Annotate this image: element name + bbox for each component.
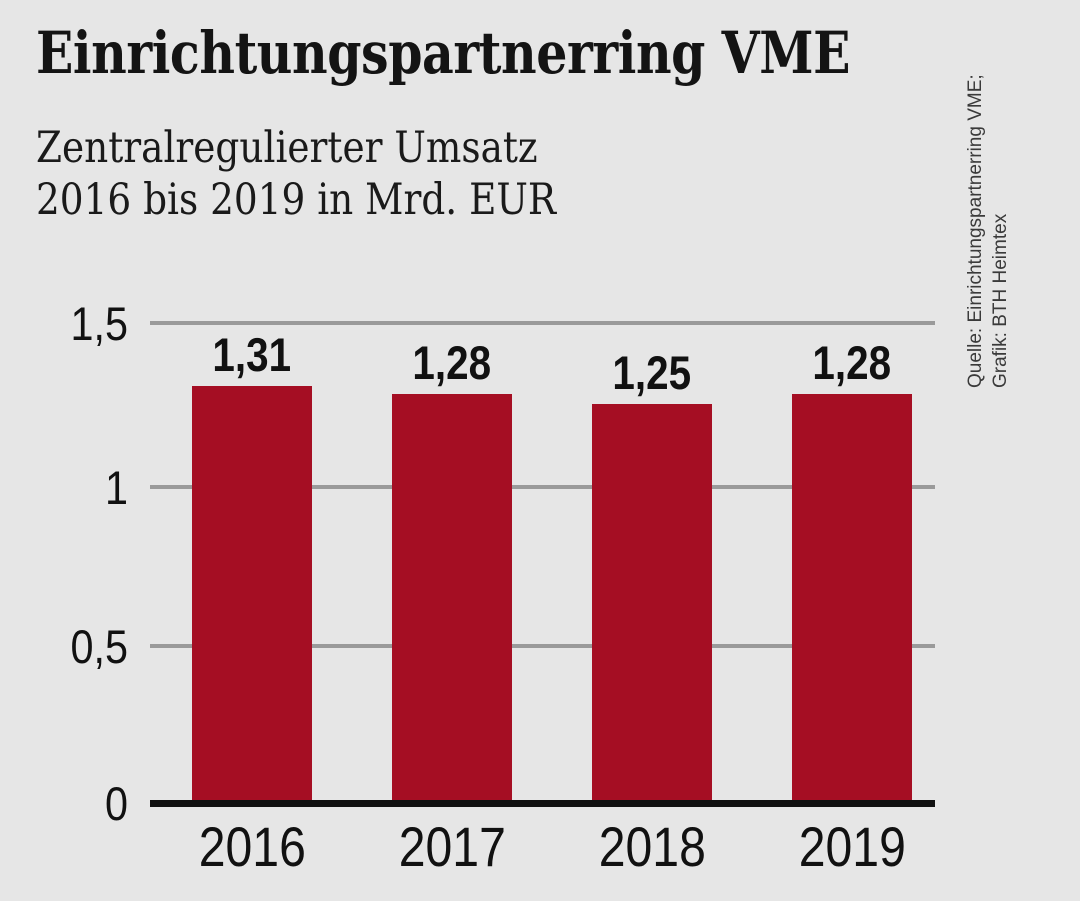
bar-value-label-2019: 1,28: [812, 336, 892, 389]
gridline-0-5: [150, 644, 935, 648]
x-axis-tick-2017: 2017: [398, 815, 506, 878]
page-title: Einrichtungspartnerring VME: [36, 19, 851, 87]
bar-2017[interactable]: [392, 394, 512, 803]
y-axis-tick-0: 0: [104, 777, 128, 830]
bar-2016[interactable]: [192, 386, 312, 803]
page-subtitle-line-2: 2016 bis 2019 in Mrd. EUR: [36, 175, 557, 225]
gridline-1-5: [150, 321, 935, 325]
y-axis-tick-0-wrap: 0: [18, 780, 128, 827]
page-subtitle-line-1: Zentralregulierter Umsatz: [36, 123, 538, 173]
bar-2018[interactable]: [592, 404, 712, 803]
gridline-1-0: [150, 485, 935, 489]
y-axis-tick-1-0: 1: [104, 461, 128, 514]
bar-value-label-2017: 1,28: [412, 336, 492, 389]
y-axis-tick-0-5-wrap: 0,5: [18, 623, 128, 670]
y-axis-tick-0-5: 0,5: [70, 620, 128, 673]
source-line-1: Quelle: Einrichtungspartnerring VME;: [965, 74, 986, 388]
source-line-2: Grafik: BTH Heimtex: [990, 213, 1011, 388]
y-axis-tick-1-0-wrap: 1: [18, 464, 128, 511]
y-axis-tick-1-5-wrap: 1,5: [18, 300, 128, 347]
x-axis-tick-2016: 2016: [198, 815, 306, 878]
source-credit: Quelle: Einrichtungspartnerring VME; Gra…: [963, 0, 1013, 388]
bar-value-label-2016: 1,31: [212, 328, 292, 381]
bar-value-label-2018: 1,25: [612, 346, 692, 399]
page-subtitle: Zentralregulierter Umsatz 2016 bis 2019 …: [36, 122, 556, 226]
x-axis-line: [150, 800, 935, 807]
x-axis-tick-2018: 2018: [598, 815, 706, 878]
bar-2019[interactable]: [792, 394, 912, 803]
y-axis-tick-1-5: 1,5: [70, 297, 128, 350]
x-axis-tick-2019: 2019: [798, 815, 906, 878]
